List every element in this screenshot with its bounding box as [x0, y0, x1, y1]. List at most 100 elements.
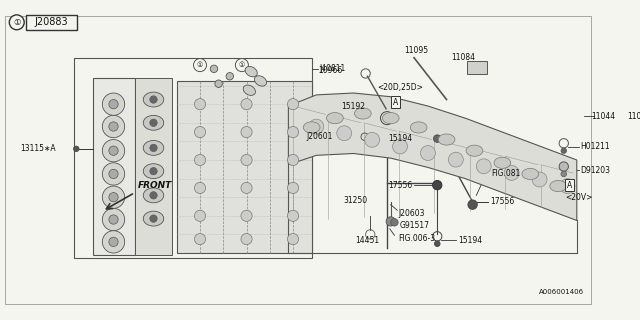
Circle shape	[287, 99, 299, 110]
Circle shape	[195, 126, 205, 138]
Text: J20603: J20603	[398, 209, 425, 218]
Bar	[181, 53, 316, 146]
Ellipse shape	[143, 92, 164, 107]
Text: 11044: 11044	[591, 112, 615, 121]
Text: FIG.006-3: FIG.006-3	[398, 234, 435, 243]
Circle shape	[435, 241, 440, 246]
Ellipse shape	[254, 76, 267, 86]
Text: 15192: 15192	[342, 101, 365, 110]
Circle shape	[102, 208, 125, 231]
Text: <20D,25D>: <20D,25D>	[377, 83, 423, 92]
Circle shape	[109, 146, 118, 155]
Circle shape	[287, 210, 299, 221]
Text: FIG.081: FIG.081	[492, 170, 520, 179]
Text: 11095: 11095	[404, 46, 428, 55]
Text: 11044: 11044	[627, 112, 640, 121]
Ellipse shape	[382, 113, 399, 124]
Circle shape	[226, 73, 234, 80]
Text: A006001406: A006001406	[539, 289, 584, 295]
Circle shape	[241, 155, 252, 165]
Text: 17556: 17556	[388, 180, 412, 190]
Text: J20601: J20601	[307, 132, 333, 141]
Ellipse shape	[143, 115, 164, 130]
Circle shape	[215, 80, 222, 87]
Text: 14451: 14451	[355, 236, 380, 245]
Circle shape	[337, 126, 351, 141]
Circle shape	[102, 231, 125, 253]
Circle shape	[241, 126, 252, 138]
Circle shape	[287, 126, 299, 138]
Circle shape	[433, 135, 441, 142]
Circle shape	[102, 163, 125, 185]
Circle shape	[287, 182, 299, 194]
Text: 11084: 11084	[451, 53, 476, 62]
Circle shape	[391, 219, 398, 226]
Circle shape	[433, 180, 442, 190]
Text: ①: ①	[239, 62, 245, 68]
Bar	[26, 15, 77, 30]
Circle shape	[211, 65, 218, 73]
Circle shape	[195, 155, 205, 165]
Text: ①: ①	[13, 18, 20, 27]
Bar	[467, 61, 488, 75]
Text: D91203: D91203	[580, 166, 611, 175]
Circle shape	[102, 115, 125, 138]
Ellipse shape	[522, 168, 539, 180]
Text: 15194: 15194	[458, 236, 482, 244]
Ellipse shape	[438, 134, 455, 145]
Bar	[135, 78, 172, 255]
Circle shape	[309, 119, 324, 134]
Ellipse shape	[143, 164, 164, 179]
Circle shape	[241, 210, 252, 221]
Ellipse shape	[143, 140, 164, 155]
Ellipse shape	[303, 122, 320, 133]
Circle shape	[74, 146, 79, 152]
Circle shape	[109, 169, 118, 179]
Text: J20883: J20883	[35, 17, 68, 27]
Ellipse shape	[143, 211, 164, 226]
Ellipse shape	[550, 180, 566, 192]
Circle shape	[559, 162, 568, 171]
Circle shape	[109, 122, 118, 131]
Circle shape	[195, 99, 205, 110]
Circle shape	[236, 59, 248, 72]
Text: A: A	[393, 98, 398, 107]
Circle shape	[150, 192, 157, 199]
Circle shape	[109, 193, 118, 202]
Ellipse shape	[143, 188, 164, 203]
Text: 15194: 15194	[388, 134, 412, 143]
Circle shape	[561, 148, 566, 154]
Text: FRONT: FRONT	[138, 181, 172, 190]
Ellipse shape	[245, 67, 257, 77]
Circle shape	[150, 144, 157, 152]
Polygon shape	[289, 93, 577, 220]
Circle shape	[561, 171, 566, 177]
Circle shape	[150, 96, 157, 103]
Circle shape	[195, 234, 205, 245]
Circle shape	[420, 146, 435, 161]
Circle shape	[241, 182, 252, 194]
Text: <20V>: <20V>	[565, 193, 593, 202]
Circle shape	[449, 152, 463, 167]
Circle shape	[109, 100, 118, 109]
Circle shape	[150, 215, 157, 222]
Circle shape	[504, 165, 519, 180]
Circle shape	[102, 140, 125, 162]
Ellipse shape	[243, 85, 255, 95]
Text: ①: ①	[197, 62, 203, 68]
Text: 17556: 17556	[490, 197, 515, 206]
Ellipse shape	[410, 122, 427, 133]
Circle shape	[10, 15, 24, 30]
Ellipse shape	[326, 113, 343, 124]
Text: A: A	[567, 180, 572, 190]
Text: 10966: 10966	[318, 66, 342, 75]
Circle shape	[150, 167, 157, 175]
Ellipse shape	[466, 145, 483, 156]
Circle shape	[109, 215, 118, 224]
Circle shape	[560, 179, 575, 194]
Ellipse shape	[355, 108, 371, 119]
Circle shape	[193, 59, 207, 72]
Circle shape	[287, 155, 299, 165]
Circle shape	[392, 139, 408, 154]
Circle shape	[102, 93, 125, 115]
